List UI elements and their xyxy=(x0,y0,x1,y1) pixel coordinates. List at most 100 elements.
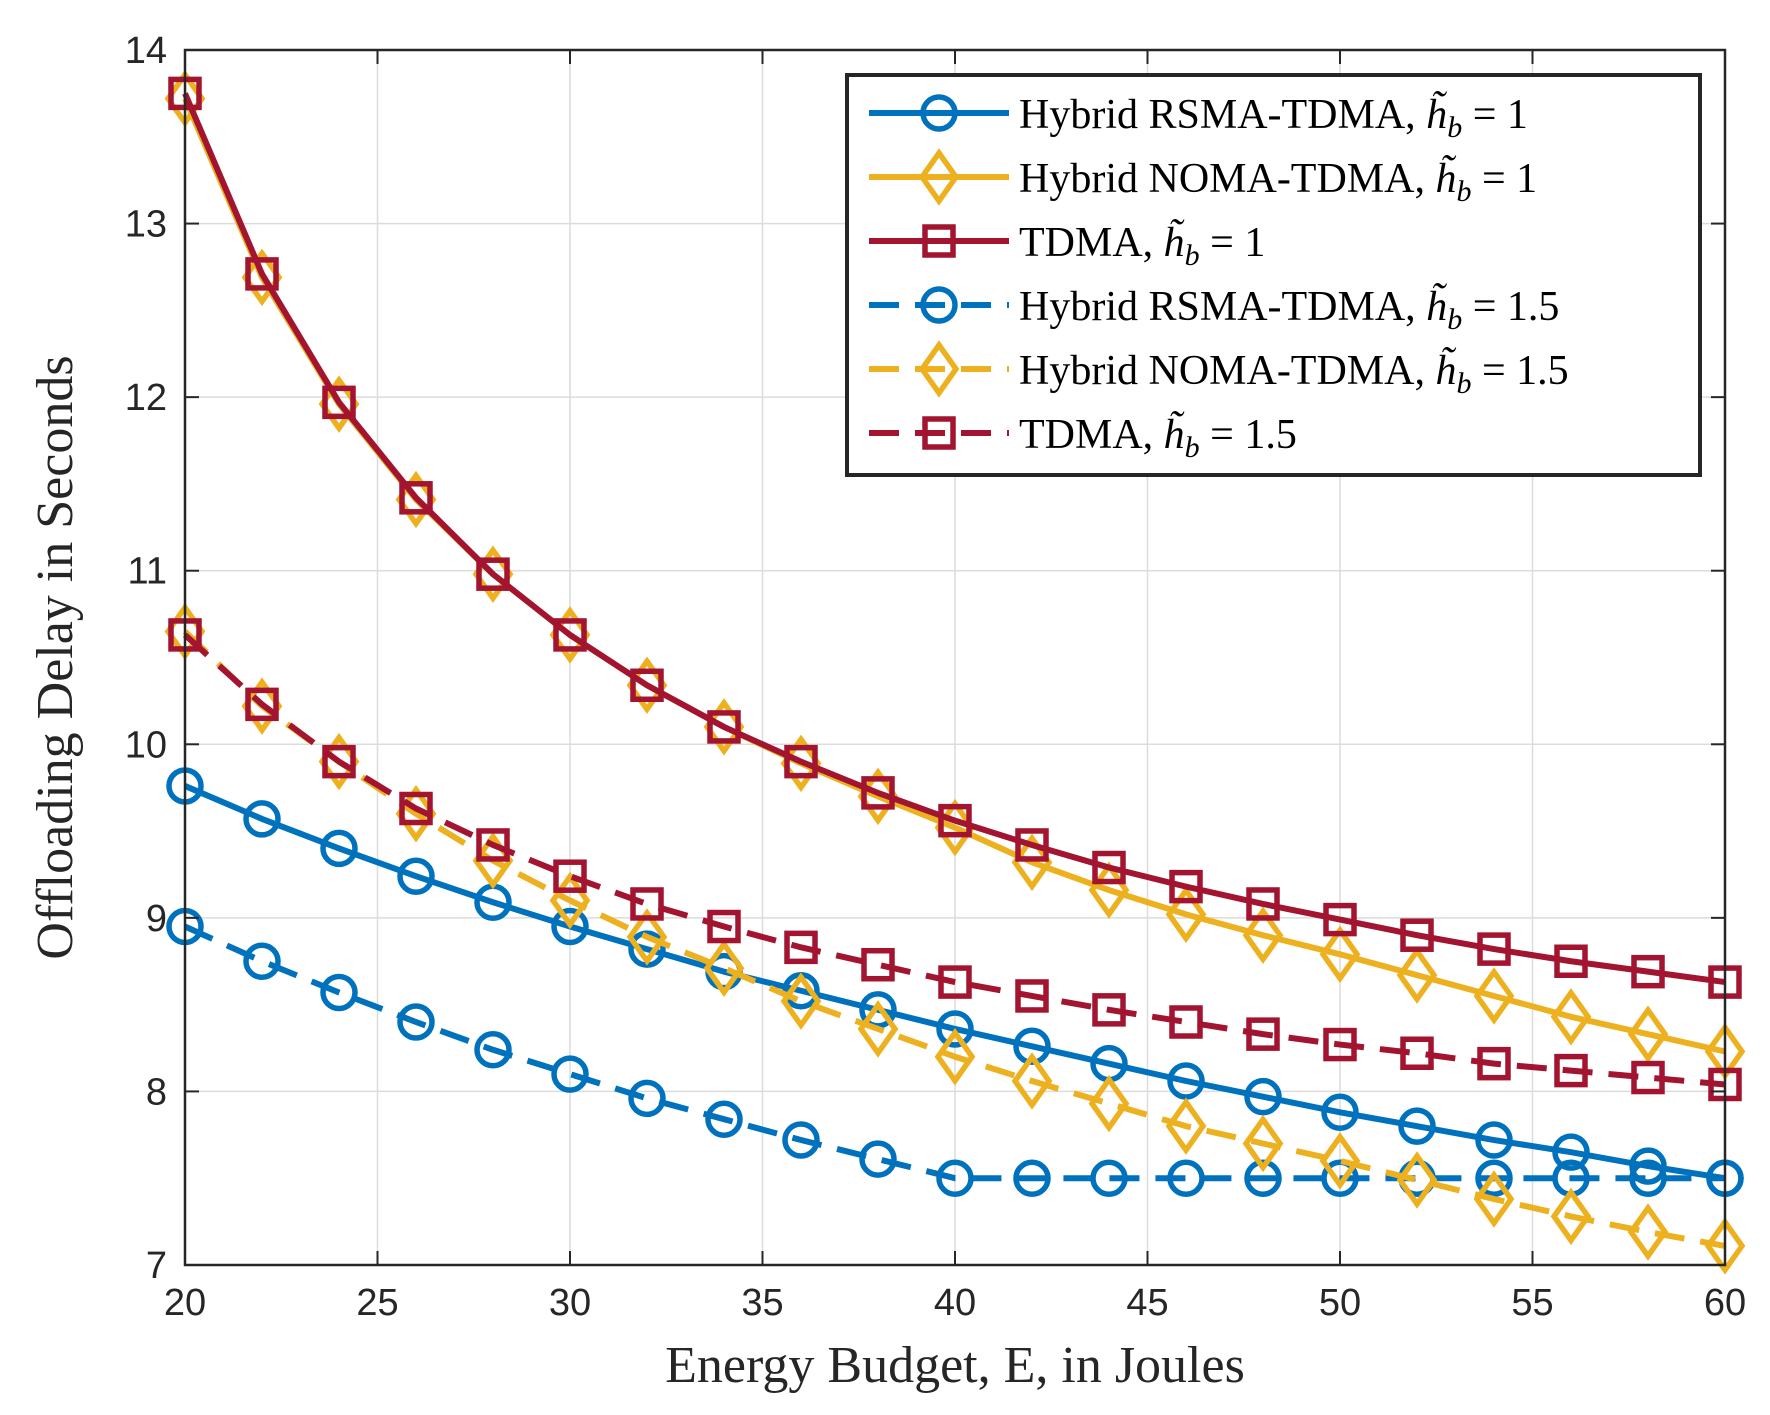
data-point xyxy=(1088,1074,1130,1133)
data-point xyxy=(1400,1036,1434,1070)
data-point xyxy=(1473,1170,1515,1228)
data-point xyxy=(938,965,972,999)
data-point xyxy=(1475,1121,1513,1159)
data-point xyxy=(551,907,589,946)
y-tick-label: 8 xyxy=(146,1071,167,1113)
data-point xyxy=(859,1140,897,1178)
data-point xyxy=(1552,1133,1590,1171)
data-point xyxy=(1090,1159,1128,1197)
y-tick-label: 11 xyxy=(128,551,167,593)
data-point xyxy=(322,385,356,420)
y-tick-label: 12 xyxy=(125,377,167,419)
legend-item: TDMA, h̃b = 1.5 xyxy=(869,411,1297,464)
data-point xyxy=(1321,1159,1359,1197)
data-point xyxy=(936,1159,974,1197)
data-point xyxy=(397,857,435,895)
data-point xyxy=(705,1100,743,1138)
data-point xyxy=(1323,1027,1357,1062)
data-point xyxy=(861,947,895,982)
legend-marker xyxy=(918,148,960,206)
x-tick-label: 25 xyxy=(356,1282,398,1324)
legend-box xyxy=(845,73,1702,477)
data-point xyxy=(1246,887,1280,921)
legend-item: Hybrid NOMA-TDMA, h̃b = 1.5 xyxy=(869,340,1569,400)
data-point xyxy=(1629,1159,1667,1197)
data-point xyxy=(1398,1107,1436,1145)
data-point xyxy=(399,791,433,826)
data-point xyxy=(476,557,510,591)
data-point xyxy=(1011,1052,1053,1110)
y-tick-label: 7 xyxy=(146,1245,167,1287)
data-point xyxy=(397,1003,435,1041)
data-point xyxy=(936,1010,974,1048)
data-point xyxy=(320,829,358,868)
data-point xyxy=(553,618,587,652)
data-point xyxy=(1631,1060,1665,1095)
data-point xyxy=(1627,1005,1669,1063)
x-tick-label: 55 xyxy=(1511,1282,1553,1324)
data-point xyxy=(1477,932,1511,966)
x-tick-label: 20 xyxy=(164,1282,206,1324)
data-point xyxy=(1550,988,1592,1046)
data-point xyxy=(1169,1005,1203,1039)
legend-item: Hybrid RSMA-TDMA, h̃b = 1.5 xyxy=(869,283,1559,336)
y-tick-label: 13 xyxy=(125,204,167,246)
data-point xyxy=(703,939,745,997)
x-tick-label: 35 xyxy=(741,1282,783,1324)
data-point xyxy=(1015,979,1049,1013)
data-point xyxy=(474,1031,512,1069)
data-point xyxy=(1396,1151,1438,1209)
data-point xyxy=(784,744,818,779)
y-tick-label: 9 xyxy=(146,898,167,940)
y-tick-label: 10 xyxy=(125,724,167,766)
data-point xyxy=(553,859,587,893)
series-line xyxy=(182,632,1726,1088)
legend-marker xyxy=(922,416,956,450)
data-point xyxy=(1013,1027,1051,1066)
data-point xyxy=(1396,946,1438,1004)
data-point xyxy=(1013,1159,1051,1197)
plot-series xyxy=(164,69,1746,1275)
data-point xyxy=(1627,1203,1669,1261)
data-point xyxy=(1704,1217,1746,1275)
series-6 xyxy=(168,618,1742,1102)
legend: Hybrid RSMA-TDMA, h̃b = 1 Hybrid NOMA-TDM… xyxy=(845,73,1702,477)
data-point xyxy=(1092,850,1126,885)
data-point xyxy=(934,1027,976,1086)
legend-marker xyxy=(920,286,958,324)
data-point xyxy=(1169,869,1203,904)
data-point xyxy=(1242,1114,1284,1173)
data-point xyxy=(857,1000,899,1058)
data-point xyxy=(1319,1132,1361,1190)
data-point xyxy=(1477,1046,1511,1081)
legend-label: TDMA, h̃b = 1 xyxy=(1019,219,1265,272)
legend-item: TDMA, h̃b = 1 xyxy=(869,219,1265,272)
series-line xyxy=(182,629,1726,1249)
data-point xyxy=(399,481,433,515)
data-point xyxy=(1015,828,1049,862)
data-point xyxy=(1167,1159,1205,1197)
data-point xyxy=(1242,906,1284,964)
data-point xyxy=(243,942,281,980)
data-point xyxy=(476,828,510,862)
data-point xyxy=(1323,902,1357,937)
y-tick-label: 14 xyxy=(125,30,167,72)
legend-label: Hybrid NOMA-TDMA, h̃b = 1.5 xyxy=(1019,347,1569,400)
data-point xyxy=(630,668,664,703)
data-point xyxy=(938,803,972,838)
legend-label: TDMA, h̃b = 1.5 xyxy=(1019,411,1297,464)
data-point xyxy=(1246,1017,1280,1051)
data-point xyxy=(707,710,741,744)
data-point xyxy=(322,744,356,779)
legend-marker xyxy=(918,340,960,398)
data-point xyxy=(1165,885,1207,944)
data-point xyxy=(707,909,741,944)
legend-marker xyxy=(920,94,958,132)
x-tick-label: 40 xyxy=(934,1282,976,1324)
data-point xyxy=(626,908,668,966)
data-point xyxy=(245,257,279,291)
series-3 xyxy=(168,76,1742,999)
legend-item: Hybrid RSMA-TDMA, h̃b = 1 xyxy=(869,91,1528,144)
axis-ticks xyxy=(184,49,1726,1266)
